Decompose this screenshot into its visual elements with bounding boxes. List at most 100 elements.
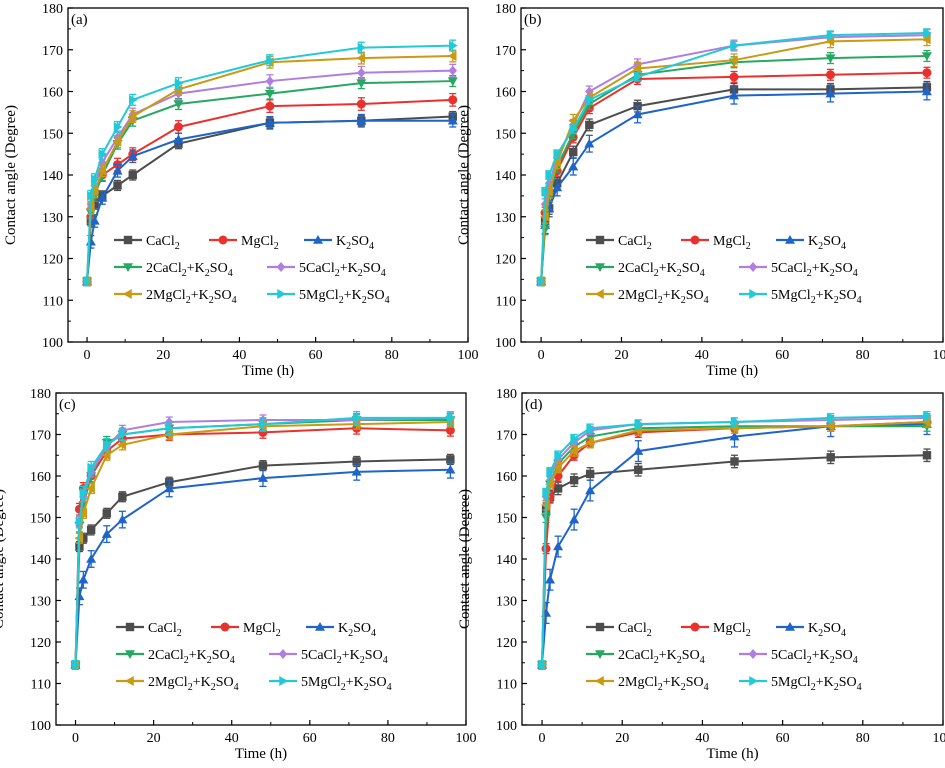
x-tick-label: 80 [385, 348, 399, 363]
legend-label: K2SO4 [808, 621, 846, 639]
data-point [552, 157, 561, 168]
y-tick-label: 140 [496, 553, 517, 568]
x-tick-label: 20 [615, 731, 629, 746]
data-point [554, 450, 564, 461]
y-axis-title: Contact angle (Degree) [456, 105, 472, 245]
panel-label: (d) [525, 397, 543, 413]
data-point [632, 109, 643, 119]
x-tick-label: 60 [309, 348, 323, 363]
data-point [85, 236, 96, 246]
data-point [89, 186, 99, 197]
x-tick-label: 40 [232, 348, 246, 363]
x-axis-title: Time (h) [235, 746, 287, 762]
data-point [569, 446, 578, 457]
data-point [825, 421, 835, 432]
y-tick-label: 110 [43, 294, 63, 309]
series-2MgCl2_K2SO4 [82, 49, 457, 287]
legend-label: CaCl2 [618, 234, 652, 252]
legend-label: 5MgCl2+K2SO4 [771, 288, 862, 306]
legend-entry-2MgCl2_K2SO4: 2MgCl2+K2SO4 [586, 288, 709, 306]
data-point [266, 55, 275, 66]
x-tick-label: 0 [538, 348, 545, 363]
x-tick-label: 0 [539, 731, 546, 746]
panel-label: (a) [71, 12, 88, 28]
legend-swatch-marker [595, 676, 604, 686]
legend-label: 2MgCl2+K2SO4 [148, 675, 239, 693]
data-point [71, 659, 81, 670]
x-tick-label: 0 [72, 731, 79, 746]
legend-swatch-marker [749, 676, 758, 686]
data-point [86, 525, 96, 535]
x-tick-label: 40 [695, 348, 709, 363]
data-point [923, 410, 932, 421]
legend-entry-K2SO4: K2SO4 [776, 234, 846, 252]
x-tick-label: 40 [695, 731, 709, 746]
data-point [569, 475, 579, 485]
data-point [538, 659, 548, 670]
data-point [541, 186, 551, 197]
data-point [552, 182, 563, 192]
legend: CaCl2 MgCl2 K2SO4 2CaCl2+K2SO4 5CaCl2+K2SO4 2… [114, 234, 390, 306]
data-point [259, 419, 268, 430]
x-tick-label: 60 [303, 731, 317, 746]
legend-entry-2MgCl2_K2SO4: 2MgCl2+K2SO4 [114, 288, 237, 306]
legend-label: 5CaCl2+K2SO4 [299, 261, 386, 279]
data-point [730, 457, 739, 466]
data-point [586, 423, 596, 434]
data-point [128, 170, 137, 180]
legend-entry-MgCl2: MgCl2 [681, 234, 751, 252]
data-point [79, 487, 89, 498]
data-point [445, 464, 456, 474]
y-tick-label: 110 [497, 678, 517, 693]
data-point [78, 508, 88, 519]
y-tick-label: 110 [31, 678, 51, 693]
data-point [174, 78, 184, 89]
legend-label: 5MgCl2+K2SO4 [301, 675, 392, 693]
data-point [127, 111, 137, 122]
chart-panel-d: 0 20 40 60 80 100 100 110 120 130 140 150 160 170 180 T… [457, 387, 945, 762]
data-point [446, 412, 456, 423]
data-point [553, 149, 563, 160]
y-tick-label: 180 [42, 2, 63, 17]
data-point [112, 165, 123, 175]
data-point [264, 117, 275, 127]
x-tick-label: 0 [84, 348, 91, 363]
chart-panel-b: 0 20 40 60 80 100 100 110 120 130 140 150 160 170 180 T… [456, 2, 945, 379]
legend-entry-CaCl2: CaCl2 [116, 621, 182, 639]
legend-label: 5CaCl2+K2SO4 [301, 648, 388, 666]
legend-swatch-marker [218, 235, 228, 245]
legend: CaCl2 MgCl2 K2SO4 2CaCl2+K2SO4 5CaCl2+K2SO4 2… [586, 234, 862, 306]
legend-swatch-marker [749, 289, 758, 299]
legend-entry-MgCl2: MgCl2 [681, 621, 751, 639]
plot-frame [520, 7, 944, 343]
data-point [356, 79, 367, 89]
y-tick-label: 150 [496, 512, 517, 527]
data-point [352, 457, 361, 466]
y-tick-label: 130 [42, 211, 63, 226]
data-point [922, 451, 932, 460]
y-tick-label: 150 [30, 512, 51, 527]
legend-swatch-marker [278, 649, 288, 659]
series-CaCl2 [82, 110, 457, 287]
data-point [584, 138, 595, 148]
legend-swatch-marker [785, 622, 795, 631]
legend-entry-2CaCl2_K2SO4: 2CaCl2+K2SO4 [586, 648, 705, 666]
y-tick-label: 170 [496, 429, 517, 444]
series-line [86, 119, 453, 282]
data-point [634, 419, 644, 430]
x-tick-label: 100 [933, 731, 945, 746]
data-point [729, 72, 739, 82]
data-point [633, 446, 644, 455]
data-point [79, 534, 88, 543]
series-line [74, 421, 451, 665]
legend-swatch-marker [125, 676, 134, 686]
data-point [448, 95, 458, 105]
legend-entry-5CaCl2_K2SO4: 5CaCl2+K2SO4 [739, 261, 858, 279]
series-5MgCl2_K2SO4 [83, 39, 458, 287]
legend-label: MgCl2 [713, 234, 751, 252]
y-tick-label: 180 [496, 387, 517, 402]
series-line [74, 416, 451, 665]
legend-swatch-marker [125, 622, 135, 632]
legend-label: K2SO4 [808, 234, 846, 252]
legend-label: MgCl2 [243, 621, 281, 639]
